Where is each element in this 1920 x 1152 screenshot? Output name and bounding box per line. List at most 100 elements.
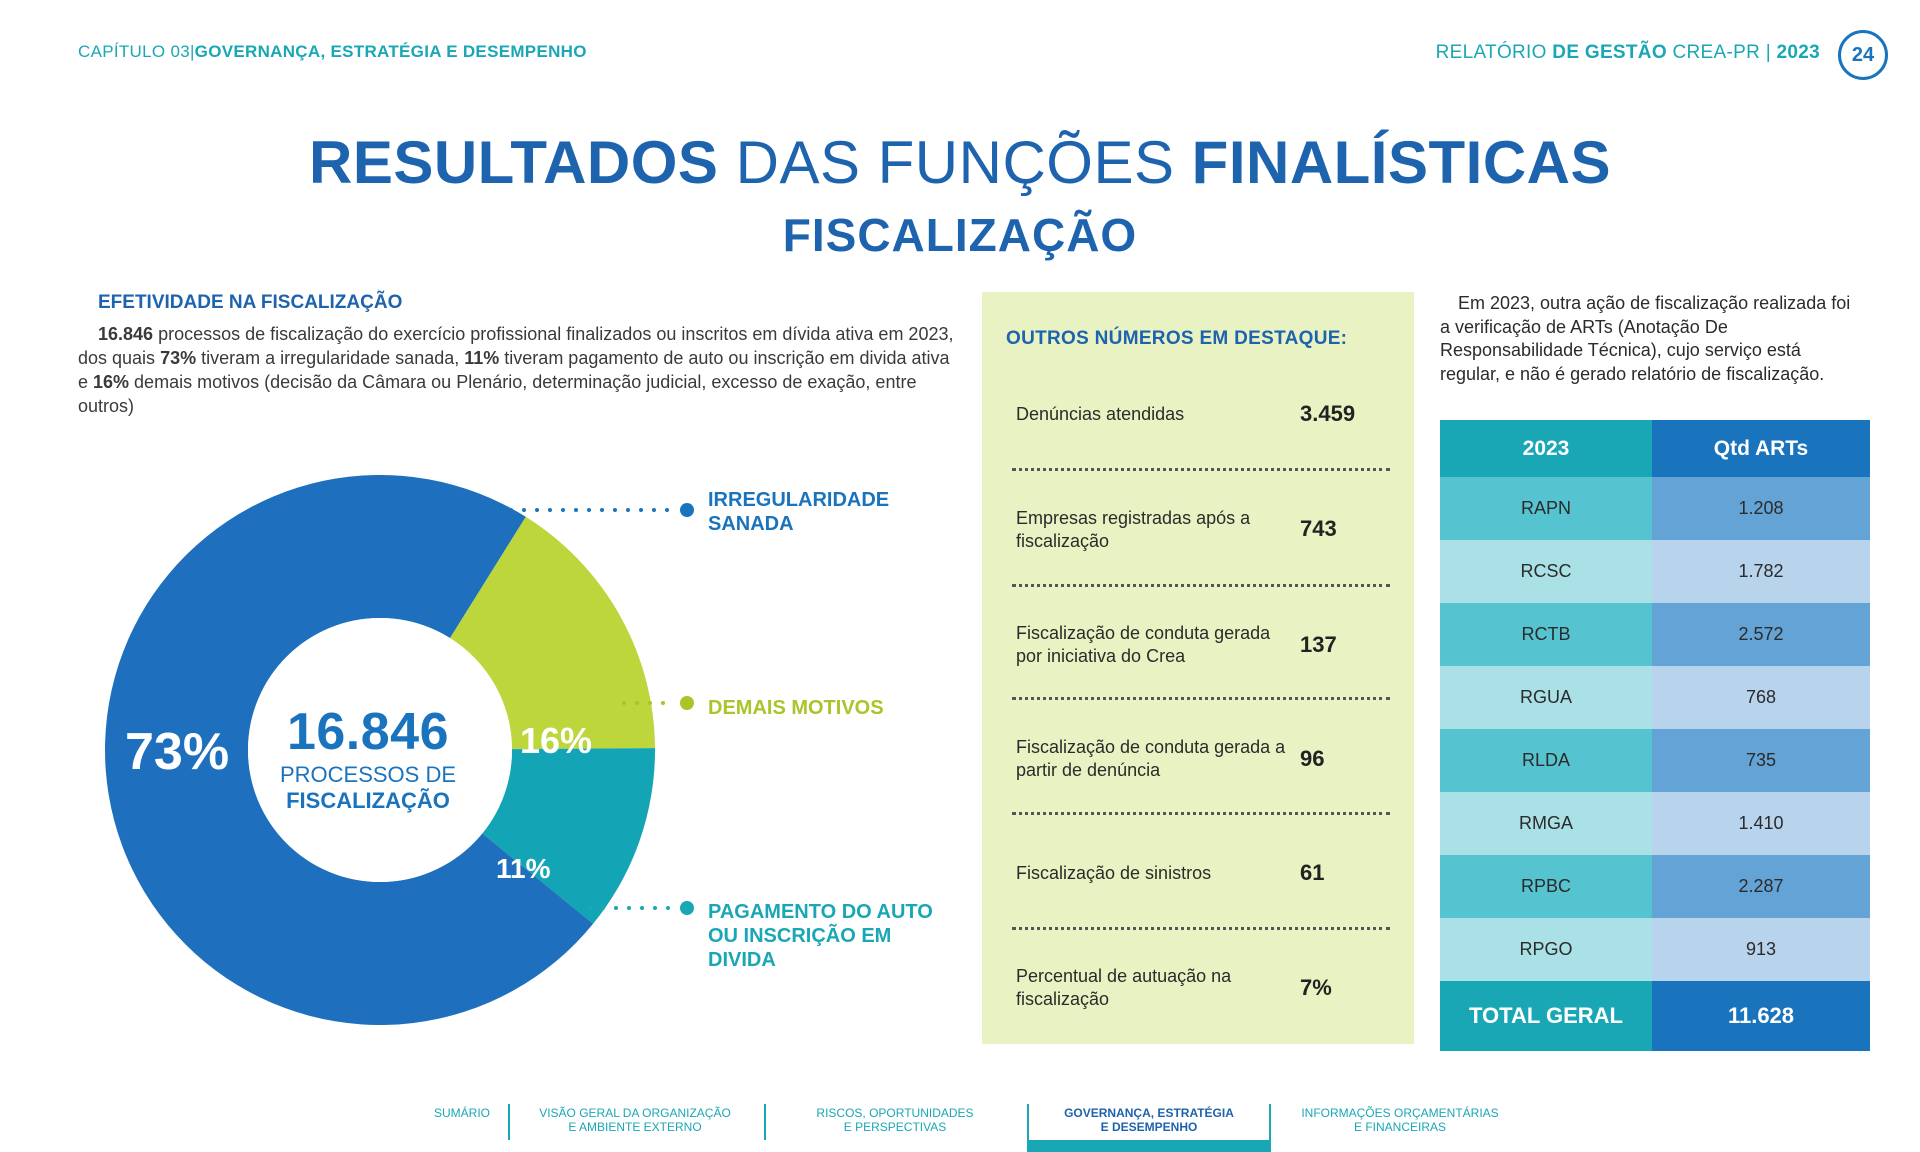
table-row: RAPN 1.208 [1440, 477, 1870, 540]
chapter-title: GOVERNANÇA, ESTRATÉGIA E DESEMPENHO [194, 42, 587, 61]
table-cell-qty: 2.572 [1652, 603, 1870, 666]
table-cell-qty: 1.208 [1652, 477, 1870, 540]
report-org: CREA-PR | [1672, 42, 1771, 63]
table-header-year: 2023 [1440, 420, 1652, 477]
highlights-title: OUTROS NÚMEROS EM DESTAQUE: [1006, 328, 1348, 349]
highlight-label: Fiscalização de conduta gerada a partir … [1016, 737, 1286, 780]
highlight-value: 743 [1300, 516, 1337, 541]
data-label-73: 73% [125, 723, 230, 781]
page-subtitle: FISCALIZAÇÃO [782, 209, 1138, 261]
nav-active-indicator [1027, 1140, 1271, 1152]
legend-line: SANADA [708, 513, 794, 535]
table-cell-qty: 2.287 [1652, 855, 1870, 918]
table-cell-qty: 768 [1652, 666, 1870, 729]
nav-label: E FINANCEIRAS [1353, 1120, 1446, 1134]
highlight-label: Fiscalização de conduta gerada por inici… [1016, 623, 1271, 666]
legend-line: OU INSCRIÇÃO EM [708, 925, 892, 947]
eff-text-part: demais motivos (decisão da Câmara ou Ple… [78, 372, 917, 416]
donut-slice-irregularidade [104, 475, 594, 1025]
highlight-label: Empresas registradas após a fiscalização [1016, 508, 1251, 551]
table-cell-name: RPGO [1440, 918, 1652, 981]
nav-visao-geral[interactable]: VISÃO GERAL DA ORGANIZAÇÃO E AMBIENTE EXT… [530, 1106, 740, 1134]
row-divider [1012, 468, 1390, 471]
donut-center-label-2: FISCALIZAÇÃO [286, 788, 450, 813]
table-total-label: TOTAL GERAL [1440, 981, 1652, 1051]
table-cell-name: RGUA [1440, 666, 1652, 729]
nav-label: GOVERNANÇA, ESTRATÉGIA [1064, 1106, 1234, 1120]
nav-divider [764, 1104, 766, 1140]
highlight-value: 61 [1300, 860, 1325, 885]
nav-divider [508, 1104, 510, 1140]
title-part-3: FINALÍSTICAS [1191, 129, 1611, 196]
table-row: RPGO 913 [1440, 918, 1870, 981]
title-part-1: RESULTADOS [308, 129, 719, 196]
donut-slice-demais [449, 516, 655, 750]
table-cell-name: RMGA [1440, 792, 1652, 855]
nav-sumario[interactable]: SUMÁRIO [433, 1106, 490, 1120]
legend-line: PAGAMENTO DO AUTO [708, 901, 933, 923]
data-label-16: 16% [520, 720, 593, 761]
chapter-header: CAPÍTULO 03|GOVERNANÇA, ESTRATÉGIA E DES… [78, 42, 587, 62]
art-table: 2023 Qtd ARTs RAPN 1.208 RCSC 1.782 RCTB 2.… [1440, 420, 1870, 1051]
eff-pct-16: 16% [93, 372, 130, 392]
nav-governanca[interactable]: GOVERNANÇA, ESTRATÉGIA E DESEMPENHO [1040, 1106, 1258, 1134]
highlights-panel [982, 292, 1414, 1044]
table-row: RCSC 1.782 [1440, 540, 1870, 603]
eff-pct-11: 11% [464, 348, 500, 368]
donut-center-label-1: PROCESSOS DE [279, 762, 457, 787]
table-cell-qty: 735 [1652, 729, 1870, 792]
table-cell-qty: 913 [1652, 918, 1870, 981]
legend-irregularidade: IRREGULARIDADE SANADA [708, 488, 889, 536]
table-row: RCTB 2.572 [1440, 603, 1870, 666]
table-cell-name: RCSC [1440, 540, 1652, 603]
table-row: RMGA 1.410 [1440, 792, 1870, 855]
table-total-value: 11.628 [1652, 981, 1870, 1051]
highlight-value: 3.459 [1300, 401, 1356, 426]
report-year: 2023 [1776, 42, 1820, 63]
eff-text-part: tiveram a irregularidade sanada, [196, 348, 465, 368]
highlight-label: Fiscalização de sinistros [1016, 863, 1212, 883]
donut-chart [104, 475, 655, 1025]
legend-line: DIVIDA [708, 949, 776, 971]
table-row: RPBC 2.287 [1440, 855, 1870, 918]
nav-label: VISÃO GERAL DA ORGANIZAÇÃO [539, 1106, 731, 1120]
highlight-label: Denúncias atendidas [1016, 404, 1185, 424]
eff-pct-73: 73% [160, 348, 197, 368]
report-header: RELATÓRIO DE GESTÃO CREA-PR | 2023 [1436, 42, 1820, 64]
nav-informacoes[interactable]: INFORMAÇÕES ORÇAMENTÁRIAS E FINANCEIRAS [1282, 1106, 1518, 1134]
table-cell-name: RLDA [1440, 729, 1652, 792]
table-header-row: 2023 Qtd ARTs [1440, 420, 1870, 477]
donut-center-value: 16.846 [286, 703, 450, 761]
highlight-value: 137 [1300, 632, 1337, 657]
table-cell-name: RAPN [1440, 477, 1652, 540]
row-divider [1012, 927, 1390, 930]
eff-text-part: processos de fiscalização do exercício p… [78, 324, 954, 368]
marker-pagamento [680, 901, 694, 915]
nav-label: RISCOS, OPORTUNIDADES [816, 1106, 974, 1120]
table-cell-name: RCTB [1440, 603, 1652, 666]
data-label-11: 11% [496, 853, 551, 884]
table-row: RGUA 768 [1440, 666, 1870, 729]
nav-active-frame [1027, 1104, 1271, 1142]
legend-pagamento: PAGAMENTO DO AUTO OU INSCRIÇÃO EM DIVIDA [708, 900, 933, 972]
highlight-label: Percentual de autuação na fiscalização [1016, 966, 1232, 1009]
eff-total: 16.846 [98, 324, 154, 344]
nav-label: E AMBIENTE EXTERNO [568, 1120, 702, 1134]
report-prefix: RELATÓRIO [1435, 42, 1547, 63]
row-divider [1012, 697, 1390, 700]
donut-hole [248, 618, 512, 882]
table-header-qty: Qtd ARTs [1652, 420, 1870, 477]
nav-label: E DESEMPENHO [1100, 1120, 1198, 1134]
highlight-value: 96 [1300, 746, 1325, 771]
art-description: Em 2023, outra ação de fiscalização real… [1440, 293, 1851, 384]
nav-riscos[interactable]: RISCOS, OPORTUNIDADES E PERSPECTIVAS [790, 1106, 1000, 1134]
highlight-value: 7% [1300, 975, 1332, 1000]
row-divider [1012, 812, 1390, 815]
chapter-prefix: CAPÍTULO 03| [78, 42, 195, 61]
report-bold: DE GESTÃO [1552, 42, 1667, 63]
table-total-row: TOTAL GERAL 11.628 [1440, 981, 1870, 1051]
page-number: 24 [1838, 30, 1888, 80]
donut-slice-pagamento [482, 748, 655, 924]
marker-demais [680, 696, 694, 710]
